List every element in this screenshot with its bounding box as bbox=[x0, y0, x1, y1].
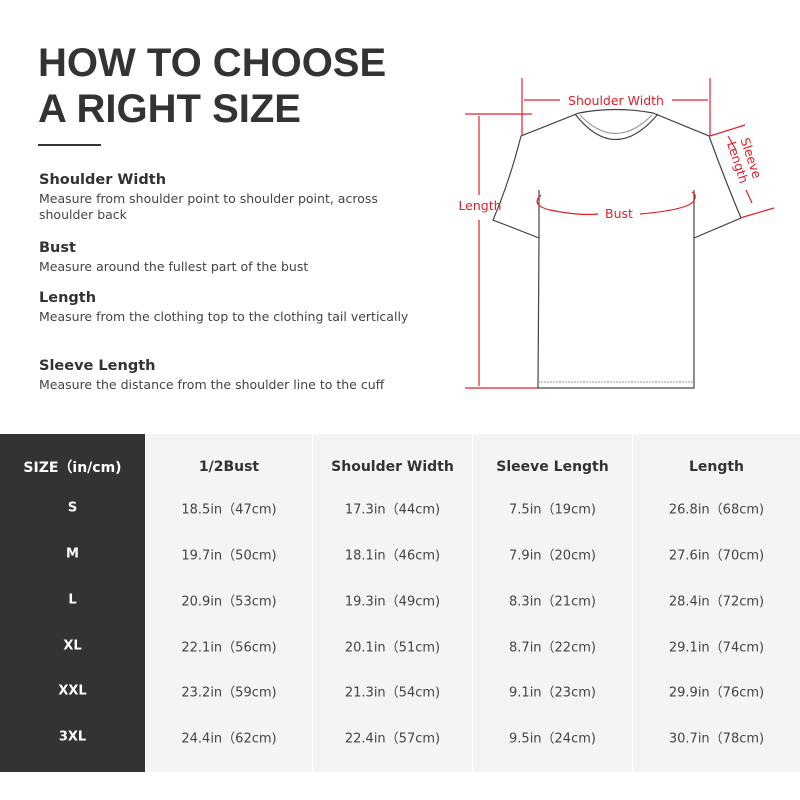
measure-lines bbox=[465, 78, 775, 389]
size-table-column: Length 26.8in（68cm) 27.6in（70cm) 28.4in（72c… bbox=[633, 434, 800, 772]
spec-label: Shoulder Width bbox=[39, 172, 167, 188]
table-cell: 24.4in（62cm) bbox=[181, 731, 277, 747]
column-header: Shoulder Width bbox=[331, 459, 454, 475]
table-cell: 30.7in（78cm) bbox=[668, 731, 765, 747]
title-line-2: A RIGHT SIZE bbox=[38, 87, 301, 131]
spec-desc: Measure the distance from the shoulder l… bbox=[39, 377, 385, 392]
size-table-column: SIZE（in/cm) S M L XL XXL 3XL bbox=[0, 434, 145, 772]
table-cell: 9.1in（23cm) bbox=[509, 685, 596, 701]
spec-desc: Measure around the fullest part of the b… bbox=[39, 259, 309, 274]
table-cell: 17.3in（44cm) bbox=[344, 502, 441, 518]
table-cell: 7.9in（20cm) bbox=[509, 548, 596, 564]
table-cell: 19.3in（49cm) bbox=[344, 594, 441, 610]
tshirt-outline bbox=[492, 108, 742, 389]
size-label: XXL bbox=[58, 683, 87, 699]
size-label: M bbox=[66, 546, 79, 562]
label-bust: Bust bbox=[605, 206, 633, 221]
table-cell: 22.4in（57cm) bbox=[344, 731, 441, 747]
size-label: S bbox=[67, 500, 78, 516]
size-table: SIZE（in/cm) S M L XL XXL 3XL 1/2Bust 18.5in（47cm… bbox=[0, 434, 800, 772]
spec-desc: Measure from shoulder point to shoulder … bbox=[39, 191, 378, 222]
table-cell: 18.1in（46cm) bbox=[344, 548, 441, 564]
column-header: SIZE（in/cm) bbox=[23, 460, 122, 476]
tshirt-diagram: Shoulder Width Bust Length Sleeve Length bbox=[458, 78, 775, 389]
spec-label: Sleeve Length bbox=[39, 358, 156, 374]
spec-desc: Measure from the clothing top to the clo… bbox=[39, 309, 409, 324]
table-cell: 19.7in（50cm) bbox=[181, 548, 277, 564]
table-cell: 27.6in（70cm) bbox=[668, 548, 765, 564]
column-header: 1/2Bust bbox=[198, 459, 260, 475]
table-cell: 28.4in（72cm) bbox=[668, 594, 765, 610]
size-table-column: Shoulder Width 17.3in（44cm) 18.1in（46cm) 19… bbox=[313, 434, 472, 772]
spec-length: Length Measure from the clothing top to t… bbox=[39, 290, 419, 325]
table-cell: 7.5in（19cm) bbox=[509, 502, 596, 518]
spec-label: Length bbox=[39, 290, 97, 306]
label-length: Length bbox=[458, 198, 501, 213]
size-label: 3XL bbox=[58, 729, 87, 745]
spec-label: Bust bbox=[39, 240, 76, 256]
label-shoulder-width: Shoulder Width bbox=[568, 93, 664, 108]
table-cell: 22.1in（56cm) bbox=[181, 640, 277, 656]
table-cell: 29.9in（76cm) bbox=[668, 685, 765, 701]
spec-bust: Bust Measure around the fullest part of t… bbox=[39, 240, 419, 275]
divider bbox=[38, 144, 101, 146]
size-table-column: 1/2Bust 18.5in（47cm) 19.7in（50cm) 20.9in（53… bbox=[146, 434, 312, 772]
table-cell: 29.1in（74cm) bbox=[668, 640, 765, 656]
spec-sleeve-length: Sleeve Length Measure the distance from t… bbox=[39, 358, 419, 393]
size-table-column: Sleeve Length 7.5in（19cm) 7.9in（20cm) 8.3in… bbox=[473, 434, 632, 772]
table-cell: 21.3in（54cm) bbox=[344, 685, 441, 701]
table-cell: 26.8in（68cm) bbox=[668, 502, 765, 518]
page-title: HOW TO CHOOSE A RIGHT SIZE bbox=[38, 40, 386, 132]
title-line-1: HOW TO CHOOSE bbox=[38, 41, 387, 85]
column-header: Sleeve Length bbox=[496, 459, 609, 475]
table-cell: 18.5in（47cm) bbox=[181, 502, 277, 518]
size-label: XL bbox=[63, 638, 82, 654]
table-cell: 20.1in（51cm) bbox=[344, 640, 441, 656]
spec-shoulder-width: Shoulder Width Measure from shoulder poin… bbox=[39, 172, 419, 223]
table-cell: 8.7in（22cm) bbox=[509, 640, 596, 656]
table-cell: 23.2in（59cm) bbox=[181, 685, 277, 701]
column-header: Length bbox=[688, 459, 745, 475]
table-cell: 9.5in（24cm) bbox=[509, 731, 596, 747]
table-cell: 20.9in（53cm) bbox=[181, 594, 277, 610]
size-label: L bbox=[68, 592, 77, 608]
table-cell: 8.3in（21cm) bbox=[509, 594, 596, 610]
